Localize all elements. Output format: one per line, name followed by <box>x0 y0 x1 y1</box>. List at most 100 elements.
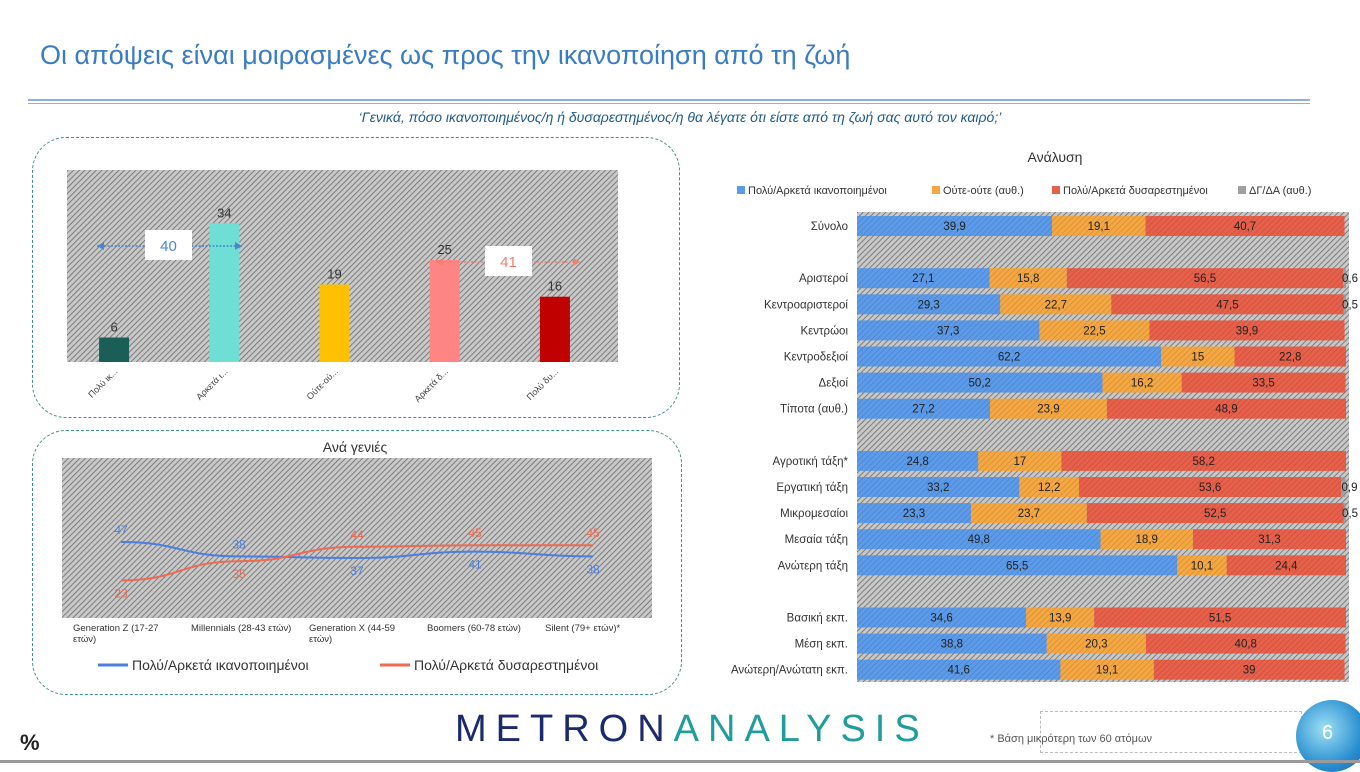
bar-texture <box>1106 398 1346 419</box>
data-label: 23,9 <box>1037 404 1059 416</box>
row-label: Τίποτα (αυθ.) <box>780 404 848 416</box>
annotation-value: 40 <box>160 238 177 255</box>
data-label: 65,5 <box>1006 560 1028 572</box>
x-tick-label: Ούτε-ού... <box>305 366 340 401</box>
x-tick-label: Silent (79+ ετών)* <box>545 623 621 634</box>
title-divider-thin <box>28 103 1310 104</box>
logo-part-2: ANALYSIS <box>673 708 929 750</box>
legend-label: Πολύ/Αρκετά δυσαρεστημένοι <box>414 657 598 673</box>
bar-texture <box>857 503 971 524</box>
data-label: 58,2 <box>1193 456 1215 468</box>
bar-texture <box>857 346 1162 367</box>
bar-texture <box>857 607 1027 628</box>
row-label: Εργατική τάξη <box>776 482 848 494</box>
row-label: Κεντροαριστεροί <box>764 299 848 311</box>
data-label: 40,8 <box>1235 639 1257 651</box>
data-label: 39 <box>1243 665 1256 677</box>
bar-texture <box>1145 633 1346 654</box>
row-label: Βασική εκπ. <box>787 613 848 625</box>
bar-texture <box>857 450 979 471</box>
chart-title: Ανάλυση <box>1028 149 1083 165</box>
bar-texture <box>857 294 1001 315</box>
x-tick-label: Πολύ δυ... <box>525 366 561 402</box>
data-label: 0,9 <box>1342 482 1358 494</box>
x-tick-label: Αρκετά ι... <box>194 366 230 402</box>
bar-texture <box>1149 320 1345 341</box>
logo-part-1: METRON <box>455 708 674 750</box>
row-label: Κεντροδεξιοί <box>784 352 849 364</box>
annotation-value: 41 <box>500 254 517 271</box>
title-divider <box>28 99 1310 101</box>
chart-title: Ανά γενιές <box>323 439 388 455</box>
survey-question: ‘Γενικά, πόσο ικανοποιημένος/η ή δυσαρεσ… <box>358 109 1002 125</box>
data-label: 27,1 <box>912 273 934 285</box>
legend-swatch <box>1238 186 1246 194</box>
bar-texture <box>1039 320 1150 341</box>
data-label: 39,9 <box>943 221 965 233</box>
data-label: 31,3 <box>1258 534 1280 546</box>
bar-texture <box>1066 268 1344 289</box>
bar-texture <box>1341 477 1346 497</box>
bar-texture <box>1161 346 1235 367</box>
bar-texture <box>1086 503 1344 524</box>
legend-swatch <box>1052 186 1060 194</box>
bar-texture <box>857 555 1178 576</box>
unit-label: % <box>20 730 40 755</box>
data-label: 35 <box>232 567 246 581</box>
data-label: 44 <box>350 528 364 542</box>
data-label: 23,7 <box>1018 508 1040 520</box>
bar <box>429 260 460 362</box>
data-label: 52,5 <box>1204 508 1226 520</box>
data-label: 41 <box>468 558 482 572</box>
page-title: Οι απόψεις είναι μοιρασμένες ως προς την… <box>40 40 851 70</box>
data-label: 20,3 <box>1085 639 1107 651</box>
bar-texture <box>1019 477 1080 497</box>
data-label: 34,6 <box>930 613 952 625</box>
data-label: 19,1 <box>1096 665 1118 677</box>
data-label: 38 <box>586 562 600 576</box>
breakdown-stacked-bar-chart: Ανάλυση Πολύ/Αρκετά ικανοποιημένοι Ούτε-ού… <box>731 149 1358 682</box>
data-label: 15 <box>1191 352 1204 364</box>
bar-texture <box>1094 607 1346 628</box>
data-label: 22,7 <box>1045 299 1067 311</box>
row-label: Σύνολο <box>811 221 848 233</box>
data-label: 0,5 <box>1342 508 1358 520</box>
x-tick-label: Generation Z (17-27 ετών) <box>73 623 159 645</box>
bar-texture <box>1111 294 1344 315</box>
bar-texture <box>989 268 1067 289</box>
generations-line-chart: Ανά γενιές Generation Z (17-27 ετών) Millen… <box>62 439 652 673</box>
bar-texture <box>1061 450 1346 471</box>
x-tick-label: Boomers (60-78 ετών) <box>427 623 521 634</box>
row-label: Μέση εκπ. <box>795 639 848 651</box>
x-tick-label: Millennials (28-43 ετών) <box>191 623 291 634</box>
x-tick-label: Πολύ ικ... <box>86 366 119 399</box>
bar-texture <box>857 398 991 419</box>
data-label: 34 <box>217 205 231 220</box>
data-label: 33,2 <box>927 482 949 494</box>
data-label: 15,8 <box>1017 273 1039 285</box>
data-label: 29,3 <box>917 299 939 311</box>
page-number: 6 <box>1322 722 1334 744</box>
row-label: Μικρομεσαίοι <box>780 508 848 520</box>
data-label: 62,2 <box>998 352 1020 364</box>
plot-area <box>857 212 1349 682</box>
bar-texture <box>1192 529 1346 550</box>
bar-texture <box>1052 216 1146 236</box>
data-label: 37 <box>350 564 364 578</box>
legend-label: Ούτε-ούτε (αυθ.) <box>943 185 1024 197</box>
legend-label: ΔΓ/ΔΑ (αυθ.) <box>1249 185 1311 197</box>
data-label: 24,8 <box>906 456 928 468</box>
data-label: 33,5 <box>1252 378 1274 390</box>
series-line <box>120 544 593 582</box>
data-label: 45 <box>586 526 600 540</box>
bar-texture <box>857 320 1040 341</box>
data-label: 22,8 <box>1279 352 1301 364</box>
bar <box>319 284 350 362</box>
bar-texture <box>857 216 1053 236</box>
bar-texture <box>857 529 1101 550</box>
x-tick-label: Generation X (44-59 ετών) <box>309 623 395 645</box>
bar-texture <box>1000 294 1112 315</box>
data-label: 27,2 <box>912 404 934 416</box>
row-label: Ανώτερη τάξη <box>778 560 848 572</box>
